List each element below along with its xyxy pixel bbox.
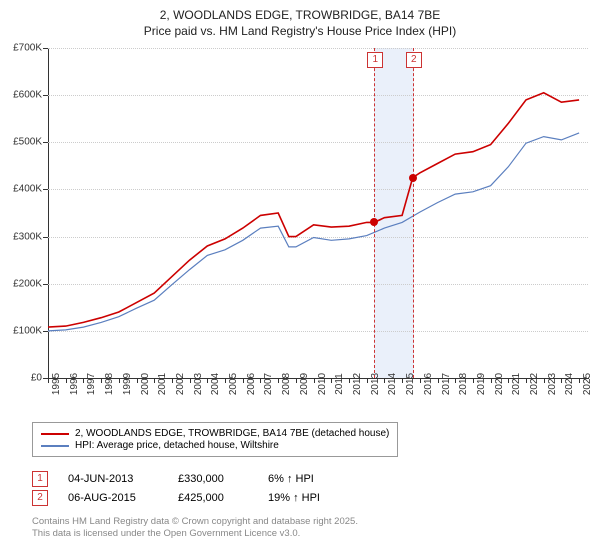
x-tick [137, 378, 138, 383]
x-tick [491, 378, 492, 383]
address-title: 2, WOODLANDS EDGE, TROWBRIDGE, BA14 7BE [0, 8, 600, 22]
sale-row: 2 06-AUG-2015£425,00019% ↑ HPI [32, 490, 388, 506]
sale-date: 04-JUN-2013 [68, 473, 178, 485]
legend-swatch [41, 445, 69, 447]
x-tick [314, 378, 315, 383]
sale-badge: 2 [32, 490, 48, 506]
x-tick [66, 378, 67, 383]
sale-marker-badge: 1 [367, 52, 383, 68]
x-tick [349, 378, 350, 383]
x-tick [544, 378, 545, 383]
x-tick [278, 378, 279, 383]
y-axis-label: £200K [13, 278, 42, 289]
x-tick [455, 378, 456, 383]
x-tick [367, 378, 368, 383]
x-tick [420, 378, 421, 383]
legend-label: 2, WOODLANDS EDGE, TROWBRIDGE, BA14 7BE … [75, 428, 389, 439]
x-tick [384, 378, 385, 383]
sale-vertical-line [374, 48, 375, 378]
sale-point [370, 218, 378, 226]
legend-row: HPI: Average price, detached house, Wilt… [41, 440, 389, 451]
legend-row: 2, WOODLANDS EDGE, TROWBRIDGE, BA14 7BE … [41, 428, 389, 439]
sale-point [409, 174, 417, 182]
y-axis-label: £700K [13, 43, 42, 54]
x-tick [207, 378, 208, 383]
sale-price: £425,000 [178, 492, 268, 504]
y-axis-label: £400K [13, 184, 42, 195]
titles: 2, WOODLANDS EDGE, TROWBRIDGE, BA14 7BE … [0, 0, 600, 38]
series-line [48, 93, 579, 327]
x-tick [119, 378, 120, 383]
x-tick [331, 378, 332, 383]
legend: 2, WOODLANDS EDGE, TROWBRIDGE, BA14 7BE … [32, 422, 398, 457]
y-axis-label: £0 [31, 373, 42, 384]
x-tick [402, 378, 403, 383]
subtitle: Price paid vs. HM Land Registry's House … [0, 24, 600, 38]
y-axis-label: £500K [13, 137, 42, 148]
x-tick [83, 378, 84, 383]
y-axis-label: £600K [13, 90, 42, 101]
footer-line1: Contains HM Land Registry data © Crown c… [32, 516, 358, 528]
x-tick [172, 378, 173, 383]
x-tick [101, 378, 102, 383]
sale-badge: 1 [32, 471, 48, 487]
sale-diff: 6% ↑ HPI [268, 473, 388, 485]
x-tick [526, 378, 527, 383]
x-tick [48, 378, 49, 383]
series-line [48, 133, 579, 331]
figure-container: 2, WOODLANDS EDGE, TROWBRIDGE, BA14 7BE … [0, 0, 600, 560]
sales-table: 1 04-JUN-2013£330,0006% ↑ HPI 2 06-AUG-2015… [32, 468, 388, 509]
sale-price: £330,000 [178, 473, 268, 485]
chart-area: £0£100K£200K£300K£400K£500K£600K£700K 19… [48, 48, 588, 378]
x-tick [508, 378, 509, 383]
line-series [48, 48, 588, 378]
x-tick [225, 378, 226, 383]
x-tick [579, 378, 580, 383]
footer-line2: This data is licensed under the Open Gov… [32, 528, 358, 540]
sale-row: 1 04-JUN-2013£330,0006% ↑ HPI [32, 471, 388, 487]
legend-swatch [41, 433, 69, 435]
sale-date: 06-AUG-2015 [68, 492, 178, 504]
footer: Contains HM Land Registry data © Crown c… [32, 516, 358, 541]
sale-vertical-line [413, 48, 414, 378]
x-tick [260, 378, 261, 383]
sale-marker-badge: 2 [406, 52, 422, 68]
x-tick [438, 378, 439, 383]
x-tick [243, 378, 244, 383]
x-tick [190, 378, 191, 383]
sale-diff: 19% ↑ HPI [268, 492, 388, 504]
x-tick [473, 378, 474, 383]
y-axis-label: £300K [13, 231, 42, 242]
legend-label: HPI: Average price, detached house, Wilt… [75, 440, 279, 451]
y-axis-label: £100K [13, 325, 42, 336]
x-tick [154, 378, 155, 383]
x-tick [296, 378, 297, 383]
x-tick [561, 378, 562, 383]
